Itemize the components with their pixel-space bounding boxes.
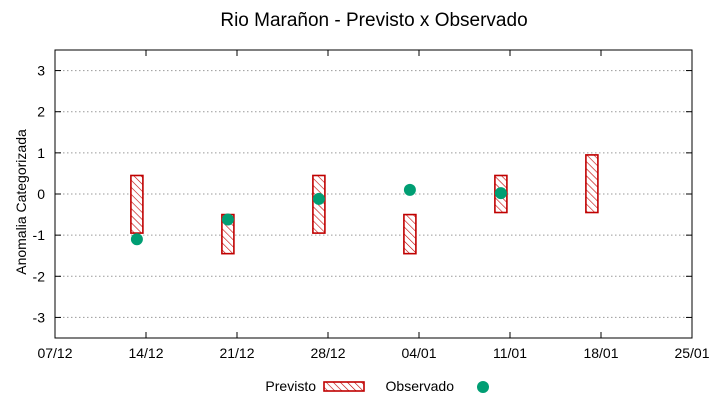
observed-point	[221, 213, 234, 226]
legend: Previsto Observado	[265, 378, 489, 394]
plot-frame	[54, 49, 693, 339]
x-tick-label: 25/01	[674, 345, 709, 361]
legend-label-forecast: Previsto	[265, 378, 316, 394]
observed-point	[494, 187, 507, 200]
x-tick-label: 14/12	[128, 345, 163, 361]
y-tick-label: 0	[37, 186, 45, 202]
x-tick-label: 07/12	[37, 345, 72, 361]
y-tick-label: 3	[37, 63, 45, 79]
y-tick-label: -1	[33, 227, 46, 243]
observed-point	[403, 183, 416, 196]
x-axis-ticks: 07/12 14/12 21/12 28/12 04/01 11/01 18/01 25/01	[37, 50, 710, 361]
y-tick-label: 2	[37, 104, 45, 120]
observed-series	[130, 183, 507, 246]
y-tick-label: -2	[33, 268, 46, 284]
forecast-bar	[585, 154, 599, 214]
x-tick-label: 04/01	[401, 345, 436, 361]
y-axis-ticks: -3 -2 -1 0 1 2 3	[33, 63, 692, 325]
x-tick-label: 18/01	[583, 345, 618, 361]
observed-point	[312, 192, 325, 205]
forecast-series	[130, 154, 599, 255]
x-tick-label: 11/01	[493, 345, 527, 361]
legend-label-observed: Observado	[386, 378, 455, 394]
legend-swatch-forecast	[323, 381, 365, 392]
forecast-bar	[130, 174, 144, 234]
chart-title: Rio Marañon - Previsto x Observado	[220, 10, 527, 31]
y-tick-label: -3	[33, 309, 46, 325]
y-axis-label: Anomalia Categorizada	[13, 129, 29, 275]
y-tick-label: 1	[37, 145, 45, 161]
x-tick-label: 28/12	[310, 345, 345, 361]
legend-swatch-observed	[477, 381, 489, 393]
observed-point	[130, 233, 143, 246]
x-tick-label: 21/12	[219, 345, 254, 361]
forecast-bar	[403, 213, 417, 255]
